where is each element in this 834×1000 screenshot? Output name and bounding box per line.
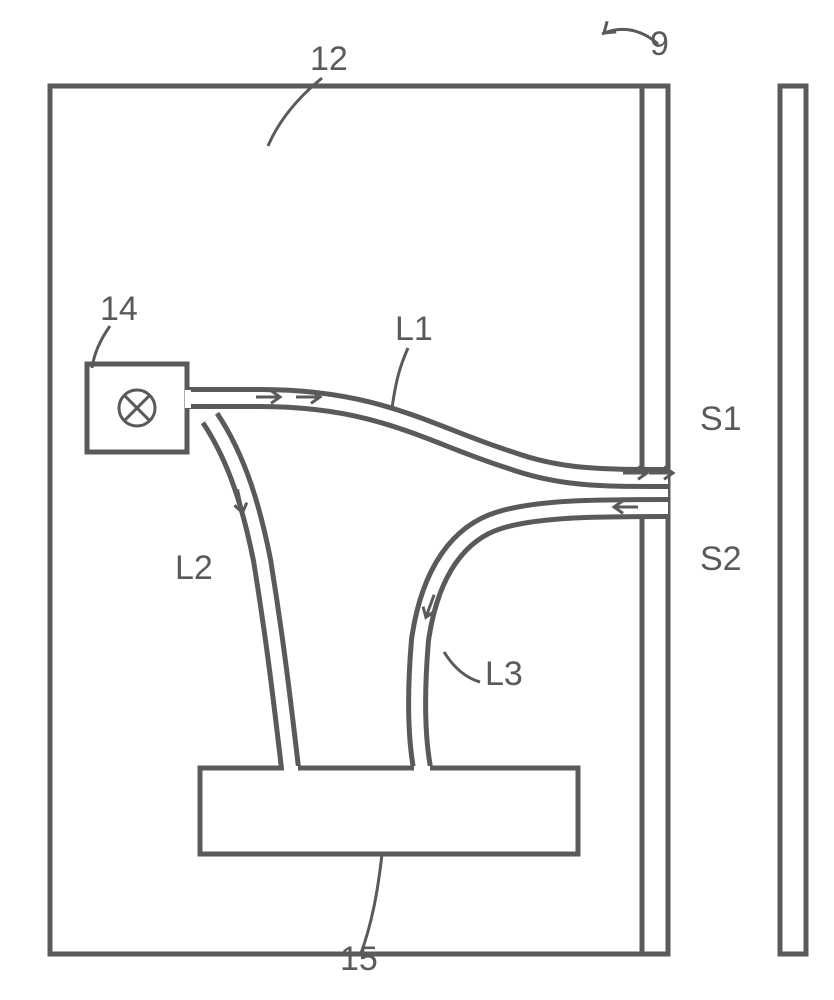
leader-L1 xyxy=(392,348,408,408)
join-patch xyxy=(185,390,191,408)
sink-box xyxy=(200,768,578,854)
label-n14: 14 xyxy=(100,290,138,328)
diagram-canvas: 9 12 14 L1 S1 S2 L2 L3 15 xyxy=(0,0,834,1000)
secondary-panel xyxy=(780,86,806,954)
channel-L3-inner xyxy=(417,508,668,768)
channel-L1-outer xyxy=(187,398,668,478)
label-L2: L2 xyxy=(175,549,213,587)
inner-right-strip xyxy=(642,86,668,954)
label-n9: 9 xyxy=(650,25,669,63)
label-L1: L1 xyxy=(395,310,433,348)
join-patch xyxy=(284,766,298,772)
label-n15: 15 xyxy=(340,940,378,978)
label-S1: S1 xyxy=(700,400,742,438)
join-patch xyxy=(414,766,430,772)
label-n12: 12 xyxy=(310,40,348,78)
label-S2: S2 xyxy=(700,540,742,578)
label-L3: L3 xyxy=(485,655,523,693)
leader-L3 xyxy=(444,652,480,682)
